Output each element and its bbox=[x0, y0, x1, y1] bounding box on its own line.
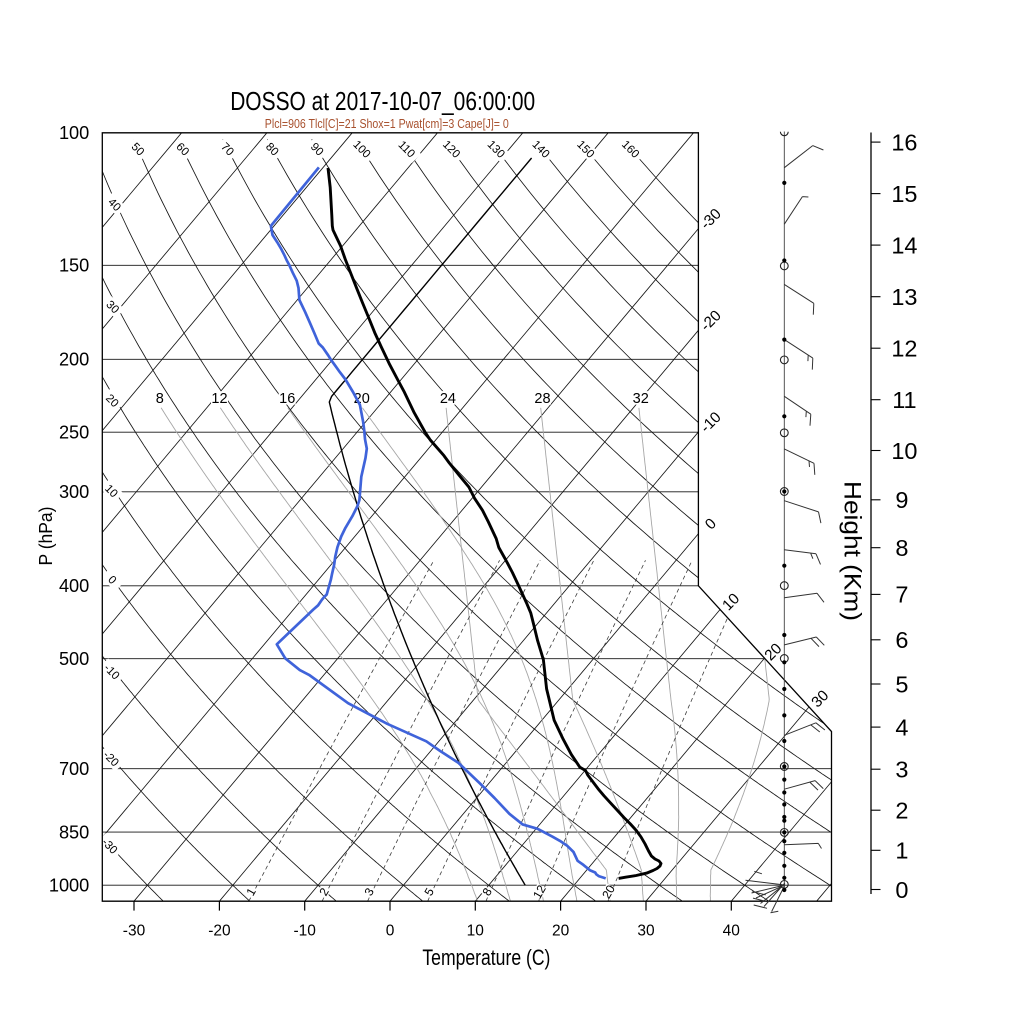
svg-text:1: 1 bbox=[895, 838, 908, 864]
svg-text:-10: -10 bbox=[293, 922, 316, 939]
svg-text:13: 13 bbox=[891, 284, 917, 310]
svg-text:12: 12 bbox=[891, 336, 917, 362]
svg-text:28: 28 bbox=[534, 391, 550, 407]
svg-text:Height (Km): Height (Km) bbox=[839, 481, 866, 621]
svg-text:10: 10 bbox=[891, 438, 917, 464]
svg-text:0: 0 bbox=[386, 922, 395, 939]
svg-text:32: 32 bbox=[633, 391, 649, 407]
svg-text:4: 4 bbox=[895, 714, 908, 740]
svg-text:12: 12 bbox=[211, 391, 227, 407]
svg-text:24: 24 bbox=[440, 391, 456, 407]
svg-text:DOSSO at 2017-10-07_06:00:00: DOSSO at 2017-10-07_06:00:00 bbox=[230, 88, 535, 116]
svg-text:Plcl=906 Tlcl[C]=21 Shox=1 Pwa: Plcl=906 Tlcl[C]=21 Shox=1 Pwat[cm]=3 Ca… bbox=[265, 117, 509, 131]
svg-text:100: 100 bbox=[59, 123, 89, 143]
svg-text:20: 20 bbox=[552, 922, 570, 939]
svg-text:P (hPa): P (hPa) bbox=[35, 507, 56, 566]
svg-text:3: 3 bbox=[895, 756, 908, 782]
svg-text:15: 15 bbox=[891, 181, 917, 207]
svg-text:1000: 1000 bbox=[49, 876, 89, 896]
svg-text:10: 10 bbox=[467, 922, 485, 939]
svg-text:6: 6 bbox=[895, 627, 908, 653]
svg-text:-20: -20 bbox=[208, 922, 231, 939]
svg-text:7: 7 bbox=[895, 582, 908, 608]
svg-text:500: 500 bbox=[59, 649, 89, 669]
svg-text:200: 200 bbox=[59, 350, 89, 370]
svg-text:11: 11 bbox=[892, 387, 916, 413]
svg-text:150: 150 bbox=[59, 256, 89, 276]
svg-text:30: 30 bbox=[637, 922, 655, 939]
svg-text:700: 700 bbox=[59, 759, 89, 779]
svg-text:16: 16 bbox=[891, 129, 917, 155]
svg-text:8: 8 bbox=[156, 391, 164, 407]
svg-text:12: 12 bbox=[530, 882, 549, 901]
svg-text:40: 40 bbox=[723, 922, 741, 939]
svg-text:250: 250 bbox=[59, 423, 89, 443]
svg-text:9: 9 bbox=[895, 487, 908, 513]
svg-text:400: 400 bbox=[59, 576, 89, 596]
svg-text:Temperature (C): Temperature (C) bbox=[422, 945, 550, 970]
svg-text:850: 850 bbox=[59, 823, 89, 843]
svg-text:14: 14 bbox=[891, 232, 917, 258]
svg-text:5: 5 bbox=[895, 671, 908, 697]
svg-text:16: 16 bbox=[279, 391, 295, 407]
svg-text:8: 8 bbox=[895, 535, 908, 561]
svg-text:20: 20 bbox=[599, 882, 618, 901]
svg-text:-30: -30 bbox=[123, 922, 146, 939]
svg-text:2: 2 bbox=[895, 798, 908, 824]
svg-text:0: 0 bbox=[895, 877, 908, 903]
svg-text:300: 300 bbox=[59, 482, 89, 502]
